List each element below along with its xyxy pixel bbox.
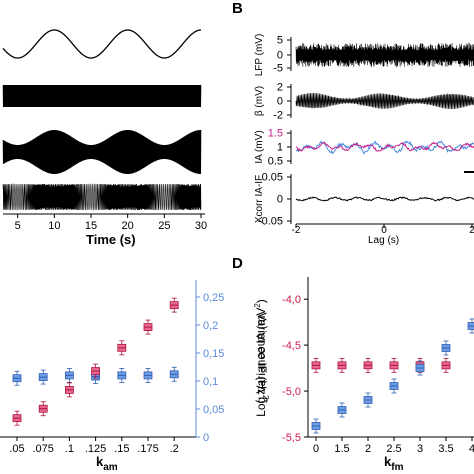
c-x-ticks: .05 .075 .1 .125 .15 .175 .2 [9, 437, 179, 455]
c-x-label-k: k [96, 454, 104, 469]
a-x-tick-label: 20 [122, 220, 134, 232]
b-row-y-tick-label: 0 [277, 50, 283, 62]
c-right-y-label: Variance IF (Hz2) [255, 313, 270, 404]
b-x-tick-label: -2 [292, 225, 301, 236]
a-x-tick-label: 5 [15, 220, 21, 232]
d-x-tick-label: 3 [417, 443, 423, 455]
c-right-y-label-main: Variance IF (Hz [255, 313, 269, 395]
b-row-y-tick-label: -2 [273, 110, 283, 122]
b-beta-trace [295, 92, 474, 110]
c-x-label-sub: am [103, 462, 118, 473]
c-x-tick-label: .125 [85, 443, 106, 455]
b-row-y-label: IA (mV) [254, 130, 265, 163]
c-data-marks [12, 297, 179, 426]
panel-c: .05 .075 .1 .125 .15 .175 .2 0,25 0,2 0,15 0,1 0,0… [0, 280, 270, 473]
c-x-tick-label: .1 [65, 443, 74, 455]
d-data-marks [311, 318, 474, 434]
d-x-label: kfm [384, 454, 404, 473]
d-y-tick-label: -4,5 [282, 340, 301, 352]
a-carrier-trace [2, 84, 202, 108]
a-x-tick-label: 10 [48, 220, 60, 232]
b-ia-magenta-trace [295, 141, 474, 152]
c-right-y-label-sup: 2 [261, 395, 270, 400]
d-x-label-sub: fm [391, 462, 403, 473]
b-x-tick-label: 2 [469, 225, 474, 236]
d-x-tick-label: 4 [469, 443, 474, 455]
a-fm-trace [2, 183, 202, 211]
a-x-ticks: 5 10 15 20 25 30 [15, 214, 207, 232]
a-x-tick-label: 15 [85, 220, 97, 232]
b-row-y-tick-label: 0.5 [268, 156, 283, 168]
a-am-trace [2, 129, 202, 175]
c-x-tick-label: .075 [32, 443, 53, 455]
b-row-y-tick-label: 0.05 [262, 172, 283, 184]
b-row-y-label: Xcorr IA-IF [254, 175, 265, 223]
c-x-tick-label: .2 [170, 443, 179, 455]
d-y-label-sup: 2 [253, 303, 262, 308]
b-row-y-label: LFP (mV) [254, 34, 265, 77]
c-right-y-tick-label: 0,05 [203, 404, 224, 416]
b-row-y-tick-label: -5 [273, 63, 283, 75]
b-x-ticks: -2 0 2 [292, 224, 474, 236]
d-y-label-end: ) [254, 299, 268, 303]
d-y-tick-label: -5,5 [282, 432, 301, 444]
a-x-tick-label: 25 [158, 220, 170, 232]
b-row-y-tick-label: 2 [277, 82, 283, 94]
b-x-tick-label: 0 [381, 225, 387, 236]
d-y-label: Log Variance IA (mV2) [253, 299, 268, 417]
b-row-y-tick-label: -0.05 [258, 216, 283, 228]
d-x-label-k: k [384, 454, 392, 469]
panel-b-label: B [232, 0, 243, 17]
b-row-y-tick-label: 1 [277, 142, 283, 154]
d-x-tick-label: 3.5 [438, 443, 453, 455]
b-row-y-tick-label: 0 [277, 96, 283, 108]
d-x-ticks: 0 1.5 2 2.5 3 3.5 4 [313, 437, 474, 455]
panel-d: D -4,0 -4,5 -5,0 -5,5 0 1.5 2 2.5 3 3.5 4 kfm Log… [232, 255, 474, 473]
d-x-tick-label: 2 [365, 443, 371, 455]
d-y-ticks: -4,0 -4,5 -5,0 -5,5 [282, 294, 308, 444]
c-right-y-ticks: 0,25 0,2 0,15 0,1 0,05 0 [196, 292, 224, 444]
b-xcorr-trace [295, 196, 474, 202]
c-right-y-tick-label: 0 [203, 432, 209, 444]
b-ia-blue-trace [295, 140, 474, 155]
b-x-label: Lag (s) [368, 235, 399, 246]
b-row-y-tick-label: 1.5 [268, 128, 283, 140]
panel-a: 5 10 15 20 25 30 Time (s) [2, 29, 207, 247]
c-right-y-tick-label: 0,1 [203, 376, 218, 388]
d-y-label-main: Log Variance IA (mV [254, 308, 268, 417]
c-right-y-tick-label: 0,25 [203, 292, 224, 304]
d-y-tick-label: -4,0 [282, 294, 301, 306]
a-x-tick-label: 30 [195, 220, 207, 232]
b-lfp-trace [295, 43, 474, 67]
a-sine-trace [2, 29, 202, 59]
b-row-y-tick-label: 0 [277, 194, 283, 206]
c-right-y-label-end: ) [255, 399, 269, 403]
c-x-label: kam [96, 454, 118, 473]
d-x-tick-label: 0 [313, 443, 319, 455]
c-x-tick-label: .15 [114, 443, 129, 455]
c-x-tick-label: .05 [9, 443, 24, 455]
c-right-y-tick-label: 0,2 [203, 320, 218, 332]
b-row-y-tick-label: 5 [277, 35, 283, 47]
d-x-tick-label: 2.5 [386, 443, 401, 455]
c-right-y-tick-label: 0,15 [203, 348, 224, 360]
c-x-tick-label: .175 [137, 443, 158, 455]
a-x-label: Time (s) [86, 232, 136, 247]
d-y-tick-label: -5,0 [282, 386, 301, 398]
d-x-tick-label: 1.5 [334, 443, 349, 455]
panel-d-label: D [232, 255, 243, 272]
b-row-y-label: β (mV) [254, 86, 265, 116]
